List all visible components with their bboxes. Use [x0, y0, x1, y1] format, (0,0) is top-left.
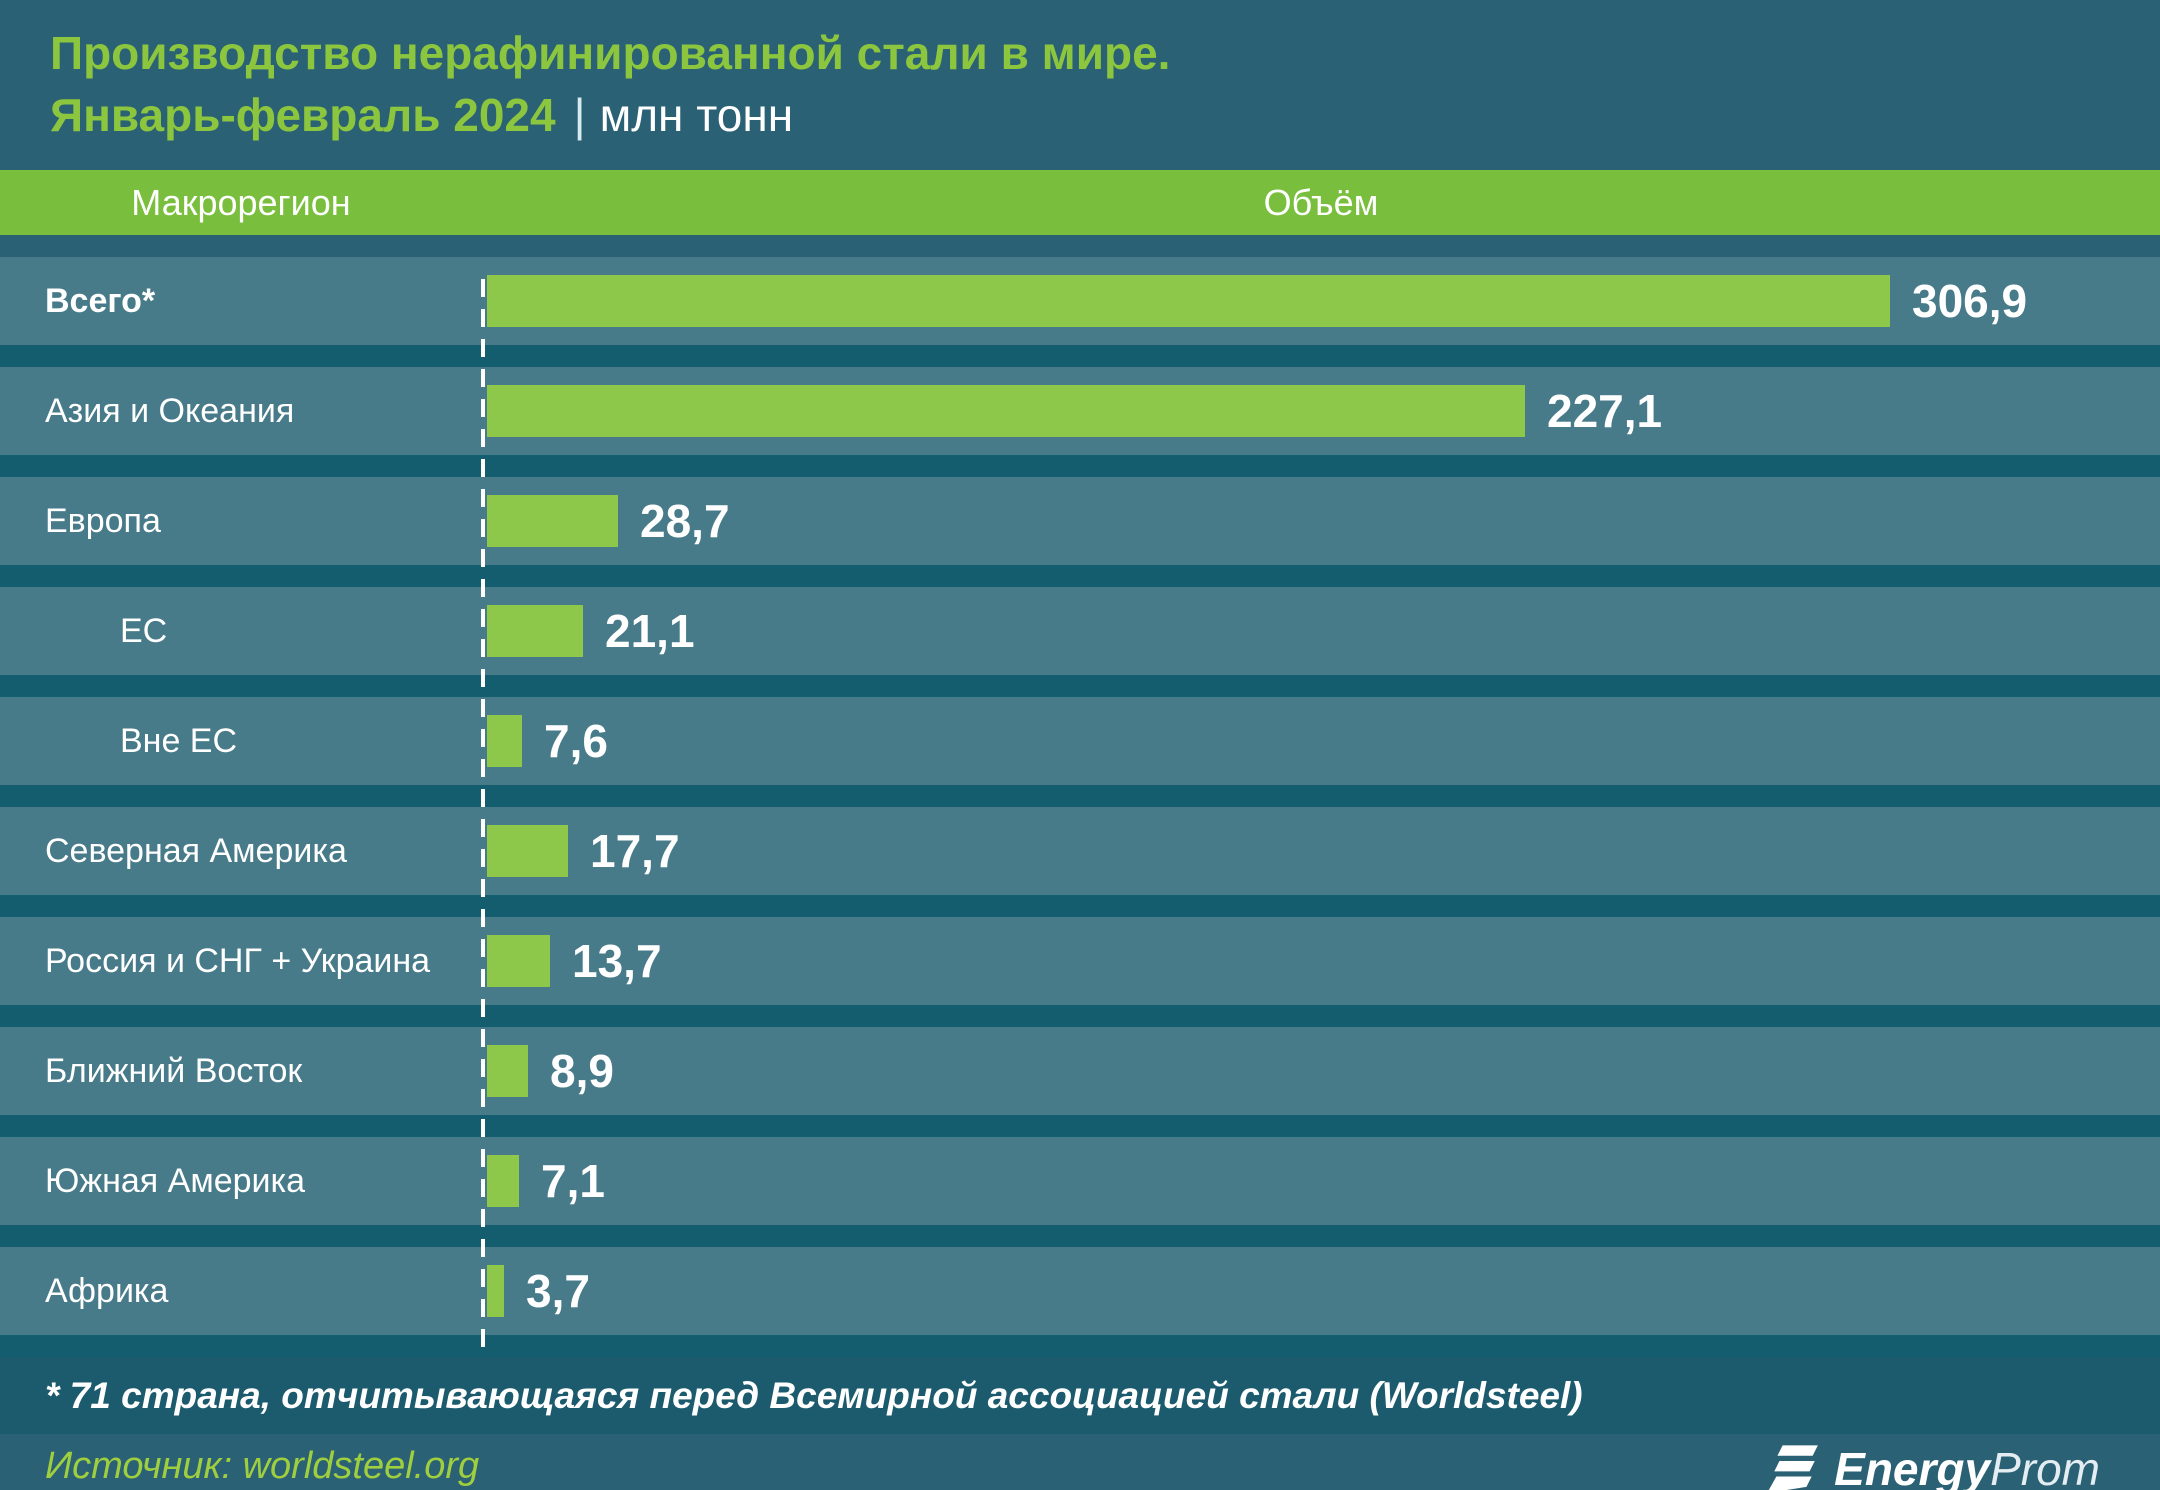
row-label: Вне ЕС [120, 721, 238, 760]
value-bar [487, 1045, 528, 1097]
bar-zone: 227,1 [482, 367, 2160, 455]
bar-value-label: 17,7 [590, 825, 680, 877]
value-bar [487, 1155, 519, 1207]
energyprom-logo-text: EnergyProm [1834, 1442, 2100, 1490]
row-label: Северная Америка [45, 831, 347, 870]
table-row: Ближний Восток 8,9 [0, 1027, 2160, 1115]
column-header-region-label: Макрорегион [131, 181, 351, 223]
value-bar [487, 275, 1890, 327]
row-label: Ближний Восток [45, 1051, 303, 1090]
page-title-line1: Производство нерафинированной стали в ми… [50, 27, 1171, 79]
bar-zone: 28,7 [482, 477, 2160, 565]
table-row: Вне ЕС 7,6 [0, 697, 2160, 785]
source-band: Источник: worldsteel.org EnergyProm [0, 1434, 2160, 1490]
value-bar [487, 715, 522, 767]
bar-value-label: 28,7 [640, 495, 730, 547]
bar-value-label: 3,7 [526, 1265, 590, 1317]
value-bar [487, 1265, 504, 1317]
row-label: Европа [45, 501, 161, 540]
bar-zone: 17,7 [482, 807, 2160, 895]
brand-text-bold: Energy [1834, 1442, 1991, 1490]
value-bar [487, 825, 568, 877]
value-bar [487, 495, 618, 547]
page-title-line2: Январь-февраль 2024 | млн тонн [50, 84, 2160, 146]
table-row: Африка 3,7 [0, 1247, 2160, 1335]
table-row: Всего* 306,9 [0, 257, 2160, 345]
bar-zone: 3,7 [482, 1247, 2160, 1335]
row-label: Россия и СНГ + Украина [45, 941, 431, 980]
table-row: Европа 28,7 [0, 477, 2160, 565]
column-header-volume: Объём [482, 170, 2160, 235]
bar-zone: 13,7 [482, 917, 2160, 1005]
unit-label: млн тонн [599, 89, 794, 141]
bar-zone: 7,1 [482, 1137, 2160, 1225]
baseline-dashed-line [481, 279, 485, 1357]
table-header-band: Макрорегион Объём [0, 170, 2160, 235]
footnote-band: * 71 страна, отчитывающаяся перед Всемир… [0, 1357, 2160, 1434]
bar-value-label: 7,6 [544, 715, 608, 767]
row-label: ЕС [120, 611, 168, 650]
column-header-region: Макрорегион [0, 170, 482, 235]
table-row: Южная Америка 7,1 [0, 1137, 2160, 1225]
bar-zone: 7,6 [482, 697, 2160, 785]
period-highlight: Январь-февраль 2024 [50, 89, 556, 141]
brand-text-light: Prom [1990, 1442, 2100, 1490]
value-bar [487, 605, 583, 657]
energyprom-logo-icon [1768, 1444, 1818, 1490]
row-label: Азия и Океания [45, 391, 295, 430]
bar-zone: 306,9 [482, 257, 2160, 345]
bar-chart-area: Всего* 306,9 Азия и Океания 227,1 Европа… [0, 257, 2160, 1357]
bar-value-label: 227,1 [1547, 385, 1663, 437]
title-block: Производство нерафинированной стали в ми… [0, 0, 2160, 170]
source-text: Источник: worldsteel.org [45, 1445, 480, 1487]
bar-value-label: 8,9 [550, 1045, 614, 1097]
table-row: ЕС 21,1 [0, 587, 2160, 675]
row-label: Южная Америка [45, 1161, 306, 1200]
energyprom-logo: EnergyProm [1766, 1441, 2100, 1490]
table-row: Северная Америка 17,7 [0, 807, 2160, 895]
bar-value-label: 21,1 [605, 605, 695, 657]
title-separator: | [573, 89, 586, 141]
value-bar [487, 935, 550, 987]
bar-value-label: 7,1 [541, 1155, 605, 1207]
column-header-volume-label: Объём [1263, 181, 1379, 223]
footnote-text: * 71 страна, отчитывающаяся перед Всемир… [45, 1374, 1583, 1416]
bar-value-label: 306,9 [1912, 275, 2028, 327]
row-label: Африка [45, 1271, 169, 1310]
value-bar [487, 385, 1525, 437]
table-row: Азия и Океания 227,1 [0, 367, 2160, 455]
bar-value-label: 13,7 [572, 935, 662, 987]
bar-zone: 21,1 [482, 587, 2160, 675]
table-row: Россия и СНГ + Украина 13,7 [0, 917, 2160, 1005]
bar-zone: 8,9 [482, 1027, 2160, 1115]
row-label: Всего* [45, 281, 156, 320]
